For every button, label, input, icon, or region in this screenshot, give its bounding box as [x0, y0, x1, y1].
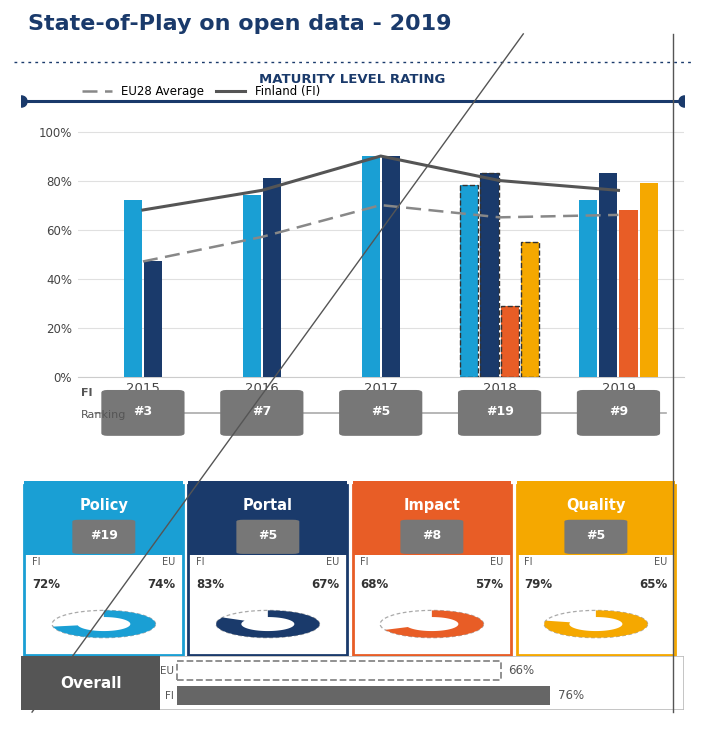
Bar	[501, 306, 519, 377]
Bar	[352, 481, 511, 555]
FancyBboxPatch shape	[517, 485, 675, 655]
Bar	[144, 262, 162, 377]
Bar	[263, 178, 281, 377]
Polygon shape	[385, 610, 484, 638]
Text: 79%: 79%	[525, 578, 553, 591]
Text: #8: #8	[422, 529, 441, 542]
Polygon shape	[216, 610, 319, 638]
Text: FI: FI	[360, 557, 369, 567]
Text: EU: EU	[159, 666, 173, 676]
Bar	[25, 481, 183, 555]
FancyBboxPatch shape	[458, 390, 541, 436]
Bar	[243, 195, 261, 377]
Text: EU: EU	[654, 557, 667, 567]
Text: 72%: 72%	[32, 578, 61, 591]
Bar	[124, 200, 142, 377]
FancyBboxPatch shape	[25, 485, 183, 655]
Text: #5: #5	[587, 529, 606, 542]
FancyBboxPatch shape	[400, 520, 463, 554]
Text: 83%: 83%	[197, 578, 225, 591]
Bar	[480, 173, 498, 377]
Text: 65%: 65%	[639, 578, 667, 591]
Bar	[517, 481, 675, 555]
Text: State-of-Play on open data - 2019: State-of-Play on open data - 2019	[27, 14, 451, 34]
FancyBboxPatch shape	[339, 390, 422, 436]
Bar	[620, 210, 637, 377]
Legend: EU28 Average, Finland (FI): EU28 Average, Finland (FI)	[78, 81, 325, 103]
Bar	[521, 242, 539, 377]
Text: FI: FI	[525, 557, 533, 567]
Bar	[362, 156, 380, 377]
Bar	[460, 186, 479, 377]
Text: #7: #7	[252, 405, 271, 419]
Text: #5: #5	[258, 529, 278, 542]
Bar	[501, 306, 519, 377]
Bar	[381, 156, 400, 377]
FancyBboxPatch shape	[352, 485, 511, 655]
Bar	[177, 661, 501, 680]
FancyBboxPatch shape	[188, 485, 347, 655]
Bar	[521, 242, 539, 377]
Polygon shape	[53, 610, 156, 638]
FancyBboxPatch shape	[73, 520, 135, 554]
Bar	[579, 200, 597, 377]
FancyBboxPatch shape	[577, 390, 660, 436]
FancyBboxPatch shape	[565, 520, 627, 554]
Text: 66%: 66%	[508, 665, 534, 677]
Text: 67%: 67%	[311, 578, 339, 591]
Text: #19: #19	[90, 529, 118, 542]
FancyBboxPatch shape	[236, 520, 300, 554]
Text: #9: #9	[609, 405, 628, 419]
Bar	[177, 686, 550, 705]
Bar	[599, 173, 618, 377]
Text: #3: #3	[133, 405, 152, 419]
Text: MATURITY LEVEL RATING: MATURITY LEVEL RATING	[259, 72, 446, 86]
Text: Ranking: Ranking	[81, 410, 126, 420]
Text: Quality: Quality	[566, 498, 625, 513]
Text: Policy: Policy	[80, 498, 128, 513]
Text: Impact: Impact	[403, 498, 460, 513]
Text: EU: EU	[326, 557, 339, 567]
Text: FI: FI	[32, 557, 41, 567]
Text: FI: FI	[197, 557, 205, 567]
Text: FI: FI	[165, 691, 173, 700]
Text: #5: #5	[371, 405, 391, 419]
Bar	[188, 481, 347, 555]
FancyBboxPatch shape	[220, 390, 303, 436]
Text: Overall: Overall	[60, 676, 121, 691]
Bar	[480, 173, 498, 377]
Bar	[639, 183, 658, 377]
FancyBboxPatch shape	[102, 390, 185, 436]
Text: FI: FI	[81, 388, 92, 398]
Bar	[460, 186, 479, 377]
Text: 57%: 57%	[475, 578, 503, 591]
Text: Portal: Portal	[243, 498, 293, 513]
Bar	[21, 656, 160, 710]
Text: #19: #19	[486, 405, 513, 419]
Polygon shape	[544, 610, 648, 638]
Text: EU: EU	[162, 557, 176, 567]
Text: 68%: 68%	[360, 578, 388, 591]
Text: EU: EU	[490, 557, 503, 567]
Text: 74%: 74%	[147, 578, 176, 591]
Text: 76%: 76%	[558, 689, 584, 702]
